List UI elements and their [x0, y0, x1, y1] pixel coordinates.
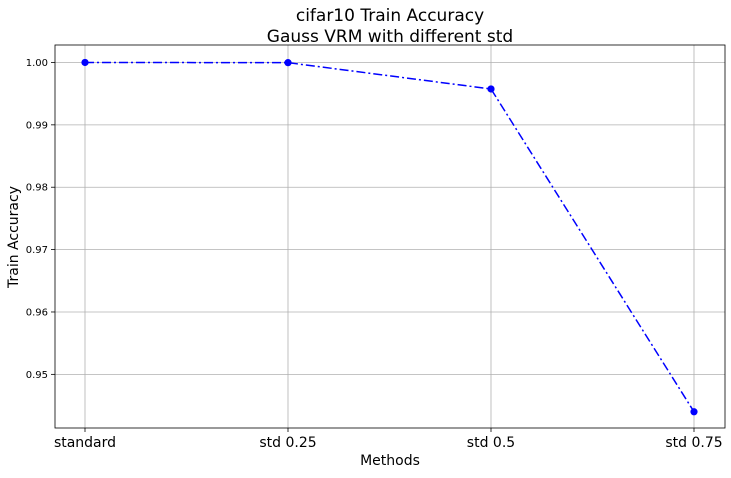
y-axis: 0.95 0.96 0.97 0.98 0.99 1.00	[26, 58, 55, 381]
y-axis-label: Train Accuracy	[6, 186, 22, 289]
data-point	[690, 408, 698, 416]
y-tick-label: 0.99	[26, 120, 48, 131]
series-line	[84, 61, 695, 413]
series-layer	[81, 58, 698, 416]
plot-frame	[54, 44, 726, 429]
x-tick-label: std 0.75	[665, 435, 722, 451]
chart-title-line-2: Gauss VRM with different std	[267, 27, 513, 47]
x-axis-label: Methods	[360, 453, 420, 469]
x-tick-label: standard	[54, 435, 116, 451]
y-tick-label: 1.00	[26, 58, 48, 69]
y-tick-label: 0.98	[26, 183, 48, 194]
x-axis: standard std 0.25 std 0.5 std 0.75	[54, 428, 723, 451]
x-tick-label: std 0.5	[467, 435, 515, 451]
data-point	[284, 59, 292, 67]
y-tick-label: 0.95	[26, 370, 48, 381]
y-tick-label: 0.96	[26, 307, 48, 318]
chart-title-line-1: cifar10 Train Accuracy	[296, 6, 484, 26]
plot-background	[55, 45, 725, 428]
y-tick-label: 0.97	[26, 245, 48, 256]
data-point	[487, 85, 495, 93]
x-tick-label: std 0.25	[259, 435, 316, 451]
data-point	[81, 58, 89, 67]
